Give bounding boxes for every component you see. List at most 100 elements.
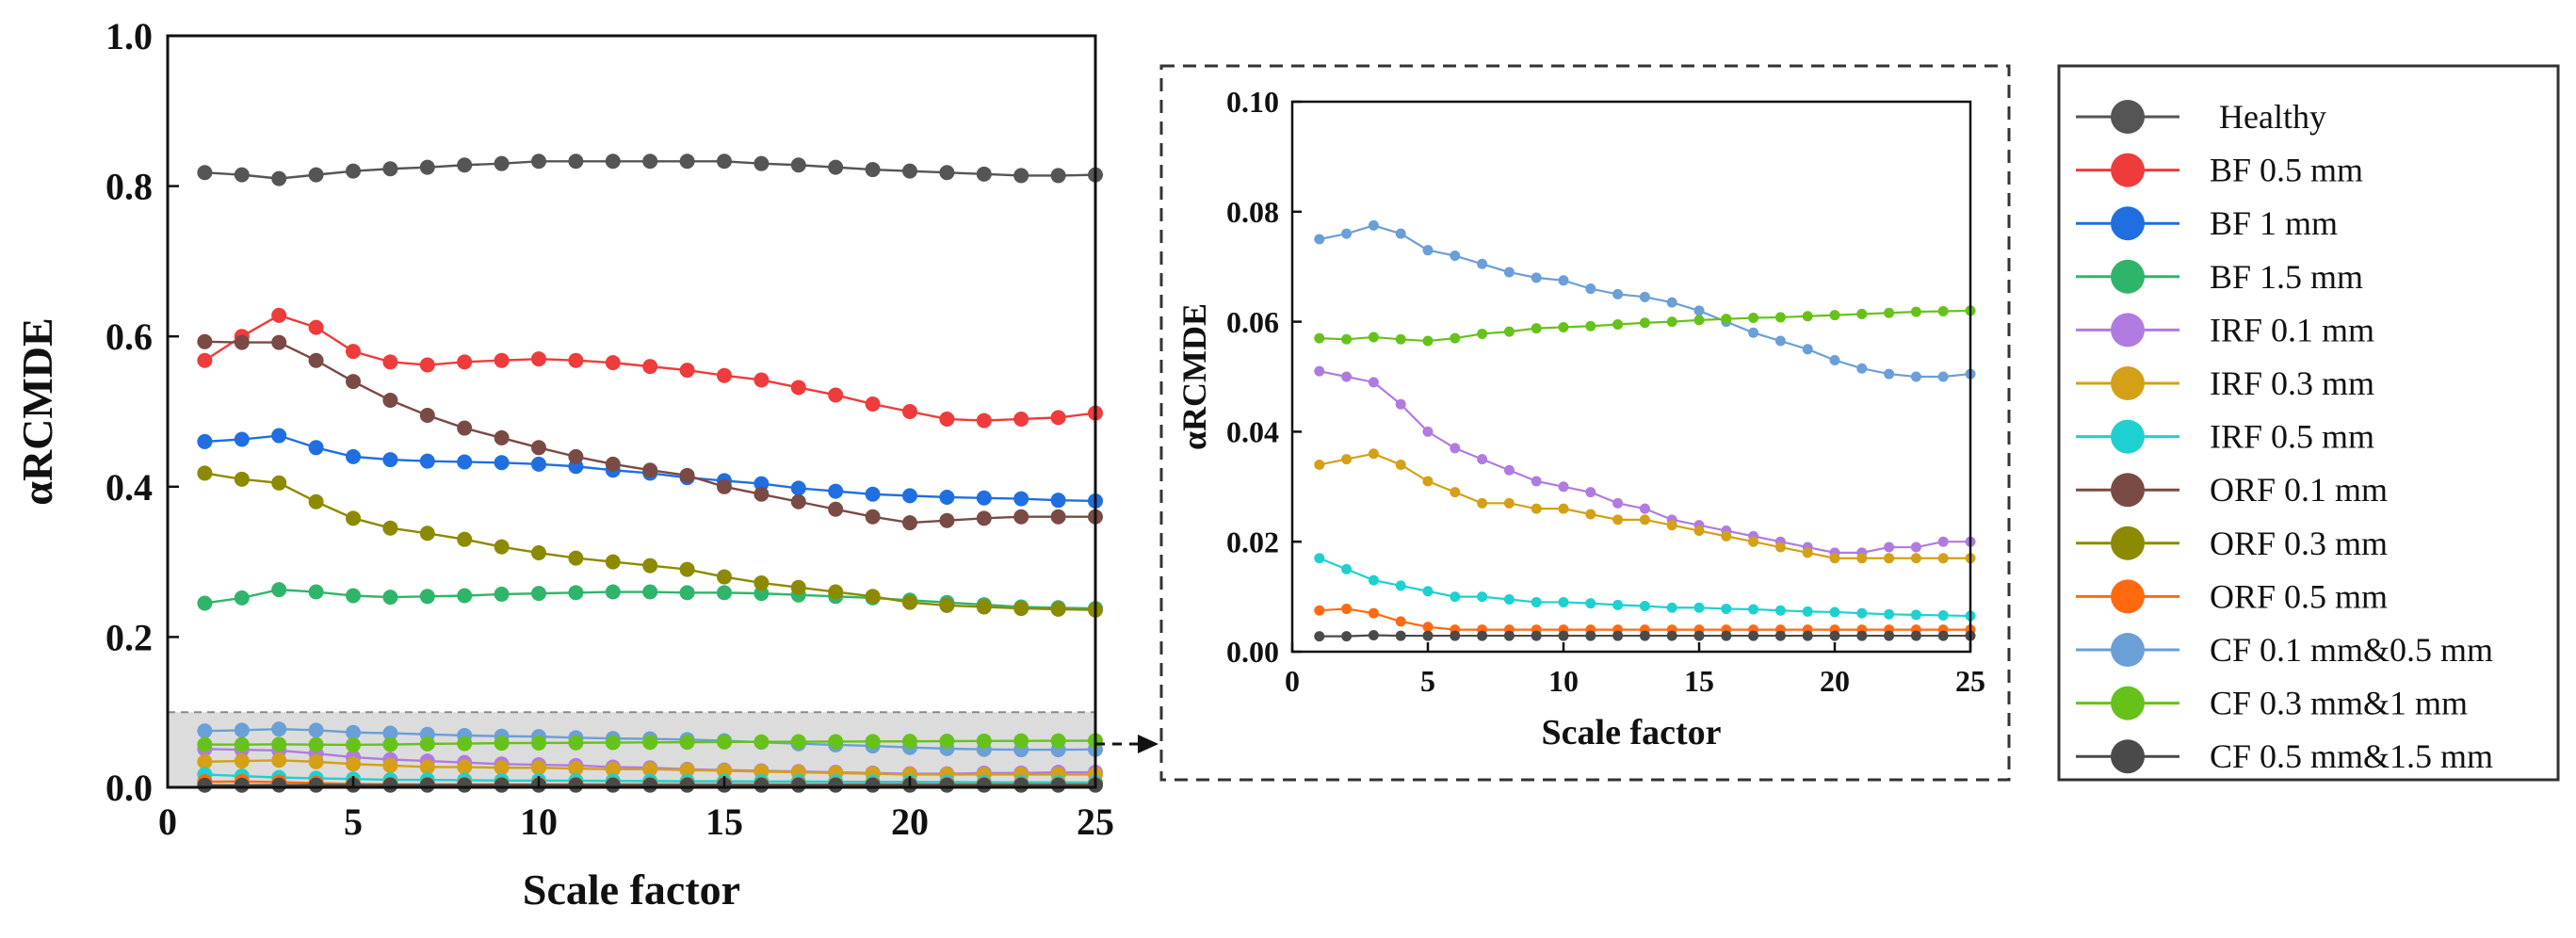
data-point: [1693, 315, 1705, 326]
data-point: [1422, 335, 1434, 347]
data-point: [1368, 629, 1379, 640]
data-point: [1558, 503, 1569, 514]
data-point: [1477, 591, 1488, 603]
data-point: [1856, 630, 1868, 641]
data-point: [457, 759, 473, 775]
data-point: [976, 166, 992, 182]
legend: Healthy BF 0.5 mm BF 1 mm BF 1.5 mm IRF 0.1 …: [2057, 64, 2560, 782]
data-point: [1693, 526, 1705, 537]
data-point: [1748, 630, 1759, 641]
data-point: [1477, 497, 1488, 509]
data-point: [1013, 777, 1029, 793]
series-bf-0-5-mm: [197, 307, 1103, 429]
data-point: [271, 475, 287, 491]
data-point: [531, 735, 546, 751]
data-point: [568, 761, 584, 777]
legend-label: IRF 0.1 mm: [2210, 311, 2374, 348]
data-point: [1395, 630, 1406, 641]
data-point: [1639, 317, 1650, 329]
legend-item: CF 0.1 mm&0.5 mm: [2076, 631, 2493, 669]
legend-label: IRF 0.5 mm: [2210, 418, 2374, 456]
x-tick-label: 10: [520, 801, 558, 843]
data-point: [679, 777, 695, 793]
data-point: [1503, 594, 1515, 606]
legend-label: ORF 0.3 mm: [2210, 525, 2388, 562]
series-line: [1319, 370, 1970, 554]
data-point: [1314, 459, 1325, 470]
data-point: [457, 531, 473, 547]
data-point: [1693, 602, 1705, 613]
data-point: [753, 586, 770, 602]
data-point: [1050, 168, 1066, 184]
data-point: [1639, 291, 1650, 302]
legend-item: CF 0.3 mm&1 mm: [2076, 685, 2468, 722]
data-point: [1910, 609, 1921, 621]
data-point: [1666, 630, 1677, 641]
data-point: [642, 154, 658, 170]
data-point: [828, 159, 844, 175]
data-point: [790, 157, 806, 173]
data-point: [494, 539, 510, 555]
legend-label: CF 0.1 mm&0.5 mm: [2210, 631, 2493, 669]
data-point: [308, 440, 324, 456]
series-irf-0-3-mm: [1314, 448, 1976, 564]
data-point: [1341, 563, 1353, 574]
data-point: [939, 734, 955, 750]
data-point: [1666, 602, 1677, 613]
data-point: [1910, 371, 1921, 382]
data-point: [1612, 599, 1624, 610]
data-point: [197, 352, 213, 368]
data-point: [419, 589, 435, 605]
data-point: [568, 777, 584, 793]
data-point: [1503, 267, 1515, 278]
data-point: [1585, 598, 1596, 609]
main-chart: 0 5 10 15 20 25 0.0 0.2 0.4 0.6 0.8 1.0 Scale facto…: [13, 15, 1114, 914]
data-point: [1829, 630, 1840, 641]
data-point: [457, 588, 473, 604]
data-point: [1802, 311, 1813, 322]
data-point: [346, 344, 361, 360]
data-point: [1558, 321, 1569, 332]
legend-item: IRF 0.1 mm: [2076, 311, 2374, 348]
data-point: [494, 155, 510, 171]
data-point: [197, 165, 213, 181]
data-point: [1450, 251, 1461, 262]
data-point: [1395, 398, 1406, 410]
data-point: [753, 476, 770, 492]
data-point: [197, 723, 213, 739]
data-point: [1585, 487, 1596, 498]
data-point: [1368, 332, 1379, 343]
data-point: [308, 319, 324, 335]
data-point: [234, 590, 250, 606]
data-point: [1314, 553, 1325, 564]
data-point: [1585, 320, 1596, 332]
data-point: [717, 367, 732, 383]
legend-label: BF 1.5 mm: [2210, 258, 2363, 296]
data-point: [642, 735, 658, 751]
data-point: [419, 453, 435, 469]
data-point: [717, 734, 732, 750]
data-point: [1314, 332, 1325, 344]
data-point: [1937, 371, 1949, 382]
legend-label: Healthy: [2219, 98, 2326, 136]
y-tick-label: 0.8: [105, 166, 153, 208]
data-point: [717, 763, 732, 779]
y-tick-label: 0.04: [1226, 415, 1279, 449]
data-point: [1013, 509, 1029, 525]
data-point: [1693, 630, 1705, 641]
y-tick-label: 0.02: [1226, 525, 1279, 558]
data-point: [753, 777, 770, 793]
zoom-arrow: [1095, 735, 1158, 753]
data-point: [1013, 733, 1029, 749]
data-point: [197, 736, 213, 752]
data-point: [1531, 503, 1542, 514]
data-point: [1666, 316, 1677, 328]
data-point: [1050, 509, 1066, 525]
data-point: [790, 734, 806, 750]
data-point: [865, 509, 881, 525]
data-point: [1937, 609, 1949, 621]
data-point: [1558, 630, 1569, 641]
data-point: [1341, 631, 1353, 642]
inset-chart: 0 5 10 15 20 25 0.00 0.02 0.04 0.06 0.08 0.10 Scale…: [1159, 64, 2011, 782]
